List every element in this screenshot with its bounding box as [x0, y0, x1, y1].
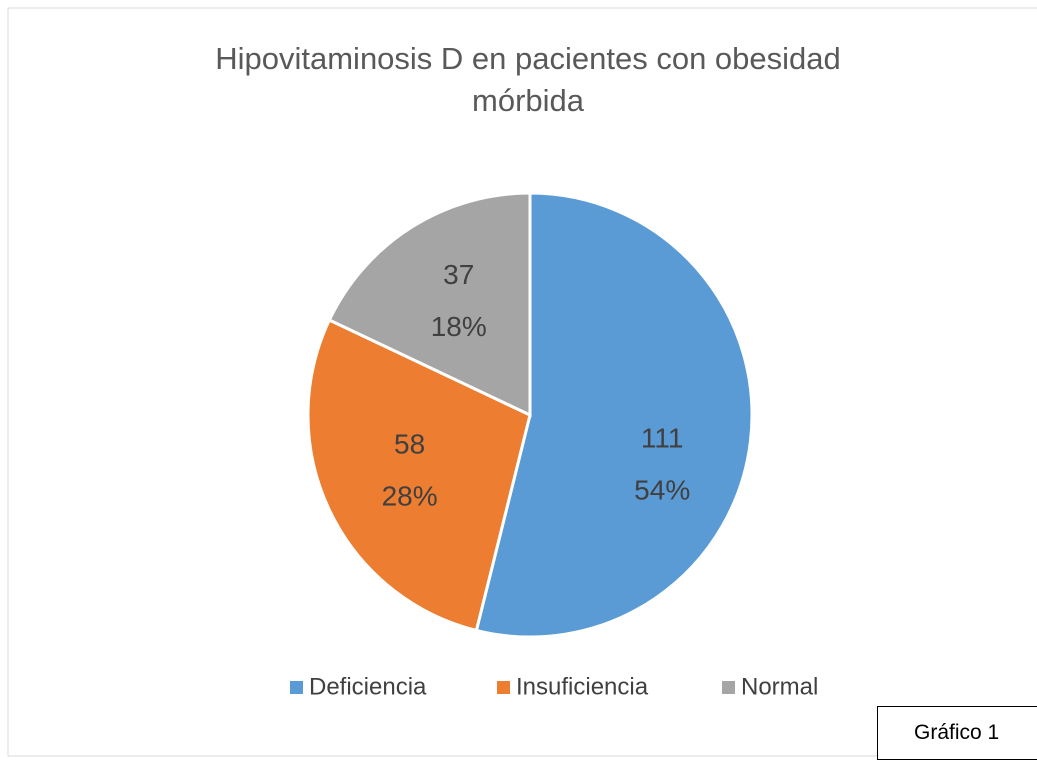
data-label-percent: 18%: [431, 311, 487, 342]
chart-border: [7, 7, 1037, 757]
data-label: 58: [394, 428, 425, 459]
legend-label: Deficiencia: [309, 673, 427, 700]
legend-label: Insuficiencia: [516, 673, 649, 700]
chart-title: Hipovitaminosis D en pacientes con obesi…: [215, 41, 841, 118]
legend-label: Normal: [741, 673, 818, 700]
data-label-percent: 28%: [382, 480, 438, 511]
legend-swatch: [290, 681, 303, 694]
legend-swatch: [722, 681, 735, 694]
data-label: 37: [443, 259, 474, 290]
caption: Gráfico 1: [877, 706, 1037, 760]
pie-slice: [306, 317, 532, 633]
pie-slice: [474, 191, 754, 639]
data-label: 111: [641, 423, 684, 454]
pie-slice: [327, 191, 532, 418]
data-label-percent: 54%: [634, 475, 690, 506]
legend-swatch: [497, 681, 510, 694]
